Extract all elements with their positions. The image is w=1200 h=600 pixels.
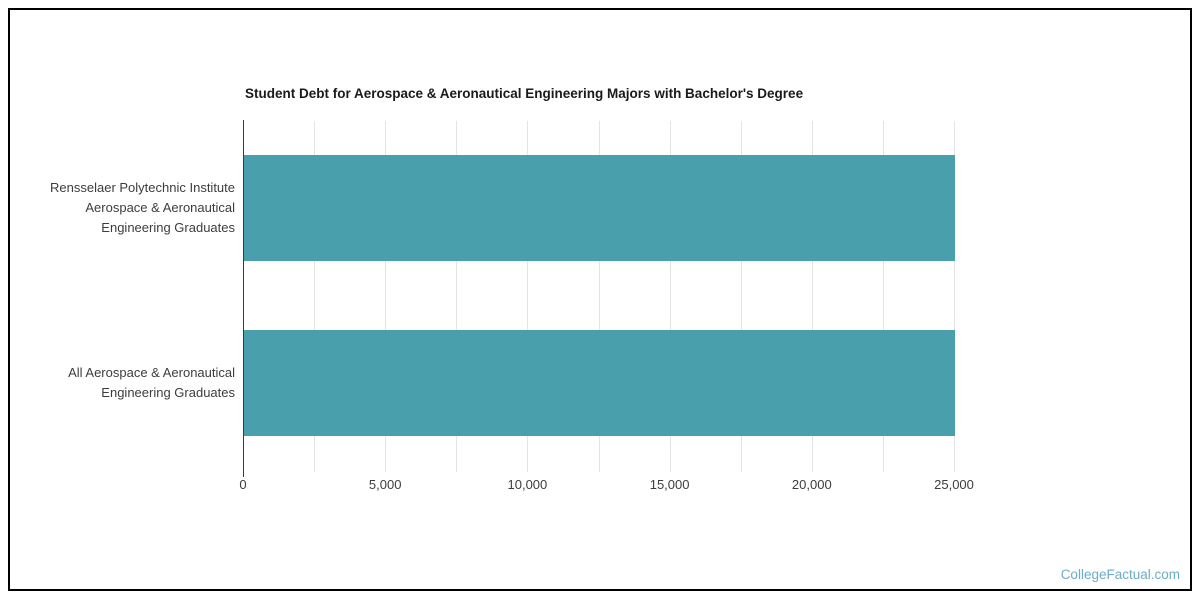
y-category-label-line: Engineering Graduates <box>101 384 235 400</box>
gridline <box>385 121 387 472</box>
y-axis-line <box>243 120 244 477</box>
chart-title: Student Debt for Aerospace & Aeronautica… <box>245 86 804 101</box>
bar-1[interactable] <box>244 329 955 436</box>
x-tick-label-3: 15,000 <box>649 477 690 492</box>
x-tick-label-0: 0 <box>239 477 247 492</box>
y-category-label-line: All Aerospace & Aeronautical <box>68 364 235 380</box>
y-category-label-line: Engineering Graduates <box>101 220 235 236</box>
gridline <box>882 121 884 472</box>
gridline <box>527 121 529 472</box>
x-tick-label-2: 10,000 <box>507 477 548 492</box>
gridline <box>669 121 671 472</box>
gridline <box>954 121 955 472</box>
y-category-label-1: All Aerospace & Aeronautical Engineering … <box>68 363 235 403</box>
plot-area <box>243 120 955 477</box>
x-tick-label-4: 20,000 <box>791 477 832 492</box>
watermark-link[interactable]: CollegeFactual.com <box>1060 567 1180 582</box>
gridline <box>811 121 813 472</box>
gridline <box>598 121 600 472</box>
x-tick-label-5: 25,000 <box>934 477 974 492</box>
x-tick-label-1: 5,000 <box>368 477 402 492</box>
gridline <box>740 121 742 472</box>
y-category-label-line: Rensselaer Polytechnic Institute <box>50 180 235 196</box>
bar-0[interactable] <box>244 155 955 262</box>
gridline <box>314 121 316 472</box>
y-category-label-line: Aerospace & Aeronautical <box>85 200 235 216</box>
y-category-label-0: Rensselaer Polytechnic Institute Aerospac… <box>50 178 235 238</box>
gridline <box>456 121 458 472</box>
